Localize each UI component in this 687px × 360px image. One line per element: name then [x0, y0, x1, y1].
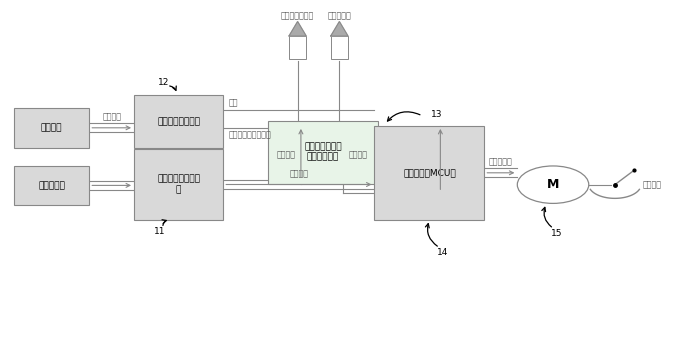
Text: 电压信号: 电压信号	[276, 150, 295, 159]
Text: 车身网络处理电路: 车身网络处理电路	[157, 117, 200, 126]
FancyBboxPatch shape	[14, 166, 89, 205]
Text: 13: 13	[431, 109, 442, 118]
FancyBboxPatch shape	[289, 36, 306, 59]
FancyBboxPatch shape	[374, 126, 484, 220]
Text: 车身网络: 车身网络	[41, 123, 63, 132]
Text: 15: 15	[551, 229, 562, 238]
Text: 网络信号: 网络信号	[102, 112, 121, 121]
FancyBboxPatch shape	[14, 108, 89, 148]
Text: 11: 11	[154, 227, 165, 236]
Text: 微控制器（MCU）: 微控制器（MCU）	[403, 168, 455, 177]
Text: 阳光传感器: 阳光传感器	[328, 12, 351, 21]
Text: 12: 12	[158, 78, 169, 87]
FancyBboxPatch shape	[134, 95, 223, 148]
Text: 14: 14	[438, 248, 449, 257]
FancyBboxPatch shape	[268, 121, 378, 184]
Text: 地线: 地线	[229, 98, 238, 107]
Polygon shape	[331, 22, 348, 36]
FancyBboxPatch shape	[331, 36, 348, 59]
Text: 环境温度传感器: 环境温度传感器	[281, 12, 314, 21]
Text: 收发线（高低电平）: 收发线（高低电平）	[229, 131, 271, 140]
Text: 模式风门: 模式风门	[642, 180, 662, 189]
Text: 驱动信号线: 驱动信号线	[489, 157, 513, 166]
Text: 电压信号: 电压信号	[348, 150, 367, 159]
FancyBboxPatch shape	[134, 149, 223, 220]
Polygon shape	[289, 22, 306, 36]
Text: 传感器处理电路
（分压电路）: 传感器处理电路 （分压电路）	[304, 143, 341, 162]
Ellipse shape	[517, 166, 589, 203]
Text: 控制头按键处理电
路: 控制头按键处理电 路	[157, 175, 200, 194]
Text: 控制头按键: 控制头按键	[38, 181, 65, 190]
Text: M: M	[547, 178, 559, 191]
Text: 电压信号: 电压信号	[289, 169, 308, 178]
